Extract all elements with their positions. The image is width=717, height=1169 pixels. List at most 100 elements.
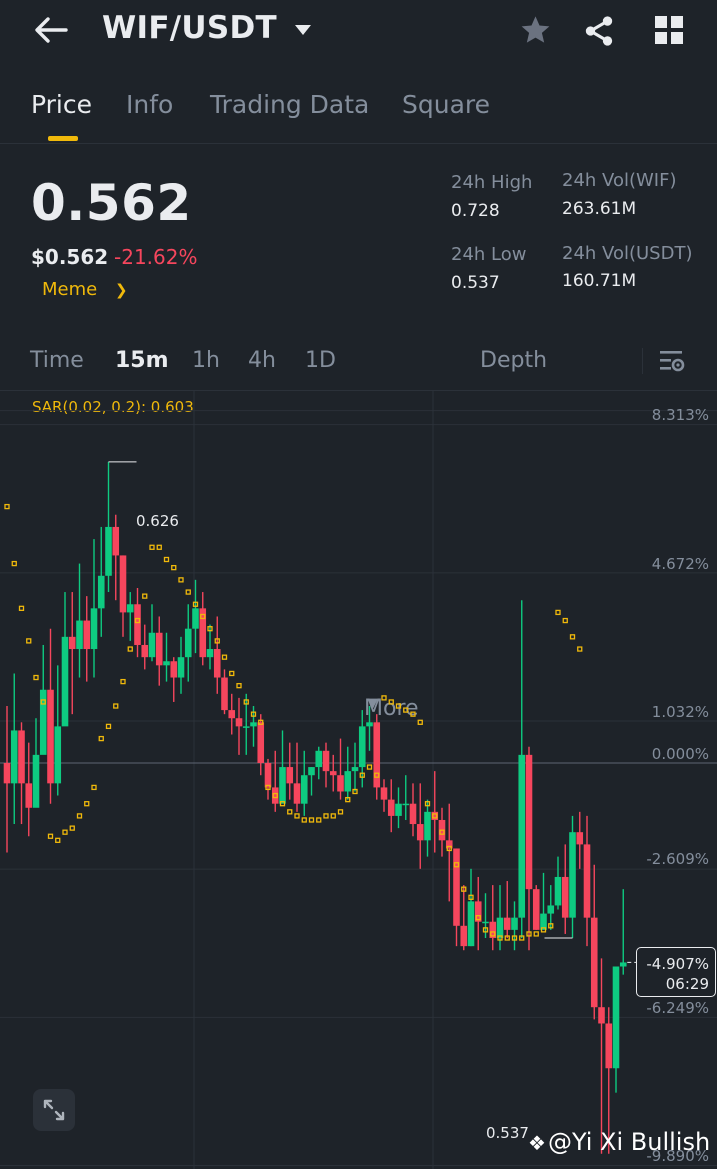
candle-body bbox=[293, 783, 301, 804]
pair-title[interactable]: WIF/USDT bbox=[102, 10, 278, 46]
sar-dot bbox=[279, 801, 286, 807]
y-axis-label: -9.890% bbox=[646, 1147, 709, 1165]
sar-dot bbox=[47, 833, 54, 839]
fullscreen-button[interactable] bbox=[33, 1089, 75, 1131]
candle-countdown: 06:29 bbox=[665, 975, 709, 993]
chart-settings-icon[interactable] bbox=[658, 348, 686, 374]
candle-body bbox=[3, 763, 11, 784]
sar-dot bbox=[207, 626, 213, 632]
candle-body bbox=[482, 921, 489, 924]
volume-quote-label: 24h Vol(USDT) bbox=[562, 243, 693, 264]
y-axis-label: -6.249% bbox=[646, 999, 709, 1017]
candle-body bbox=[170, 661, 178, 678]
candle-body bbox=[315, 750, 323, 768]
sar-dot bbox=[243, 699, 249, 705]
sar-dot bbox=[69, 825, 75, 831]
sar-dot bbox=[533, 931, 539, 937]
sar-dot bbox=[519, 935, 525, 941]
sar-dot bbox=[142, 593, 148, 599]
sar-dot bbox=[33, 674, 39, 681]
candle-body bbox=[612, 966, 620, 1069]
candle-body bbox=[540, 913, 547, 930]
tab-info[interactable]: Info bbox=[126, 90, 174, 119]
tab-trading-data[interactable]: Trading Data bbox=[210, 90, 370, 119]
sar-dot bbox=[265, 784, 271, 791]
sar-dot bbox=[511, 935, 518, 941]
sar-dot bbox=[250, 711, 257, 717]
candlestick-chart[interactable] bbox=[0, 390, 717, 1169]
candle-body bbox=[373, 722, 381, 788]
sar-dot bbox=[91, 784, 97, 791]
watermark-logo-icon: ❖ bbox=[528, 1131, 546, 1155]
sar-dot bbox=[453, 862, 460, 868]
sar-dot bbox=[526, 931, 532, 937]
candle-body bbox=[576, 832, 584, 845]
sar-dot bbox=[424, 801, 431, 807]
candle-body bbox=[569, 832, 576, 918]
candle-body bbox=[387, 799, 395, 816]
interval-15m[interactable]: 15m bbox=[115, 348, 169, 373]
candle-body bbox=[467, 901, 475, 947]
candle-body bbox=[424, 811, 431, 841]
pair-dropdown-icon[interactable] bbox=[294, 24, 312, 36]
price-change-percent: -21.62% bbox=[114, 245, 198, 269]
candle-body bbox=[351, 767, 359, 772]
candle-body bbox=[554, 876, 562, 906]
interval-4h[interactable]: 4h bbox=[248, 348, 276, 373]
sar-dot bbox=[395, 703, 402, 709]
sar-dot bbox=[388, 699, 394, 705]
candle-body bbox=[141, 644, 149, 658]
sar-indicator-label: SAR(0.02, 0.2): 0.603 bbox=[32, 398, 194, 416]
candle-body bbox=[221, 677, 228, 711]
candle-body bbox=[192, 608, 199, 629]
sar-dot bbox=[352, 788, 358, 795]
favorite-star-icon[interactable] bbox=[519, 14, 552, 46]
sar-dot bbox=[221, 654, 228, 660]
candle-body bbox=[286, 767, 294, 784]
current-change-label: -4.907% bbox=[646, 955, 709, 973]
interval-1h[interactable]: 1h bbox=[192, 348, 220, 373]
sar-dot bbox=[316, 817, 322, 823]
caret-down-icon: ▼ bbox=[368, 696, 378, 711]
candle-body bbox=[619, 962, 627, 967]
tab-square[interactable]: Square bbox=[402, 90, 491, 119]
y-axis-label: 4.672% bbox=[651, 555, 709, 573]
watermark-text: @Yi Xi Bullish bbox=[547, 1128, 711, 1156]
y-axis-label: 8.313% bbox=[651, 406, 709, 424]
candle-body bbox=[47, 689, 54, 784]
sar-dot bbox=[490, 931, 496, 937]
interval-separator bbox=[642, 348, 643, 374]
candle-body bbox=[344, 771, 352, 792]
candle-body bbox=[206, 649, 214, 658]
depth-tab[interactable]: Depth bbox=[480, 348, 548, 373]
candle-body bbox=[271, 787, 279, 804]
sar-dot bbox=[40, 699, 46, 705]
tabs-divider bbox=[0, 143, 717, 144]
back-arrow-icon[interactable] bbox=[34, 16, 68, 44]
sar-dot bbox=[105, 723, 112, 730]
sar-dot bbox=[171, 564, 177, 571]
sar-dot bbox=[446, 845, 452, 852]
candle-body bbox=[76, 620, 83, 650]
share-icon[interactable] bbox=[582, 14, 616, 48]
candle-body bbox=[402, 803, 410, 806]
high-value: 0.728 bbox=[451, 201, 500, 221]
high-marker-label: 0.626 bbox=[136, 512, 179, 530]
candle-body bbox=[445, 840, 453, 849]
sar-dot bbox=[98, 735, 104, 742]
sar-dot bbox=[504, 935, 510, 941]
category-tag-link[interactable]: Meme ❯ bbox=[42, 279, 128, 300]
grid-menu-icon[interactable] bbox=[655, 16, 684, 45]
candle-body bbox=[90, 608, 98, 650]
sar-dot bbox=[308, 817, 315, 823]
interval-time[interactable]: Time bbox=[30, 348, 84, 373]
sar-dot bbox=[55, 837, 61, 843]
candle-body bbox=[264, 763, 272, 788]
sar-dot bbox=[337, 809, 344, 815]
tab-price[interactable]: Price bbox=[31, 90, 92, 119]
interval-1d[interactable]: 1D bbox=[305, 348, 336, 373]
sar-dot bbox=[287, 809, 293, 815]
sar-dot bbox=[229, 670, 235, 677]
sar-dot bbox=[236, 683, 242, 689]
sar-dot bbox=[178, 577, 184, 583]
